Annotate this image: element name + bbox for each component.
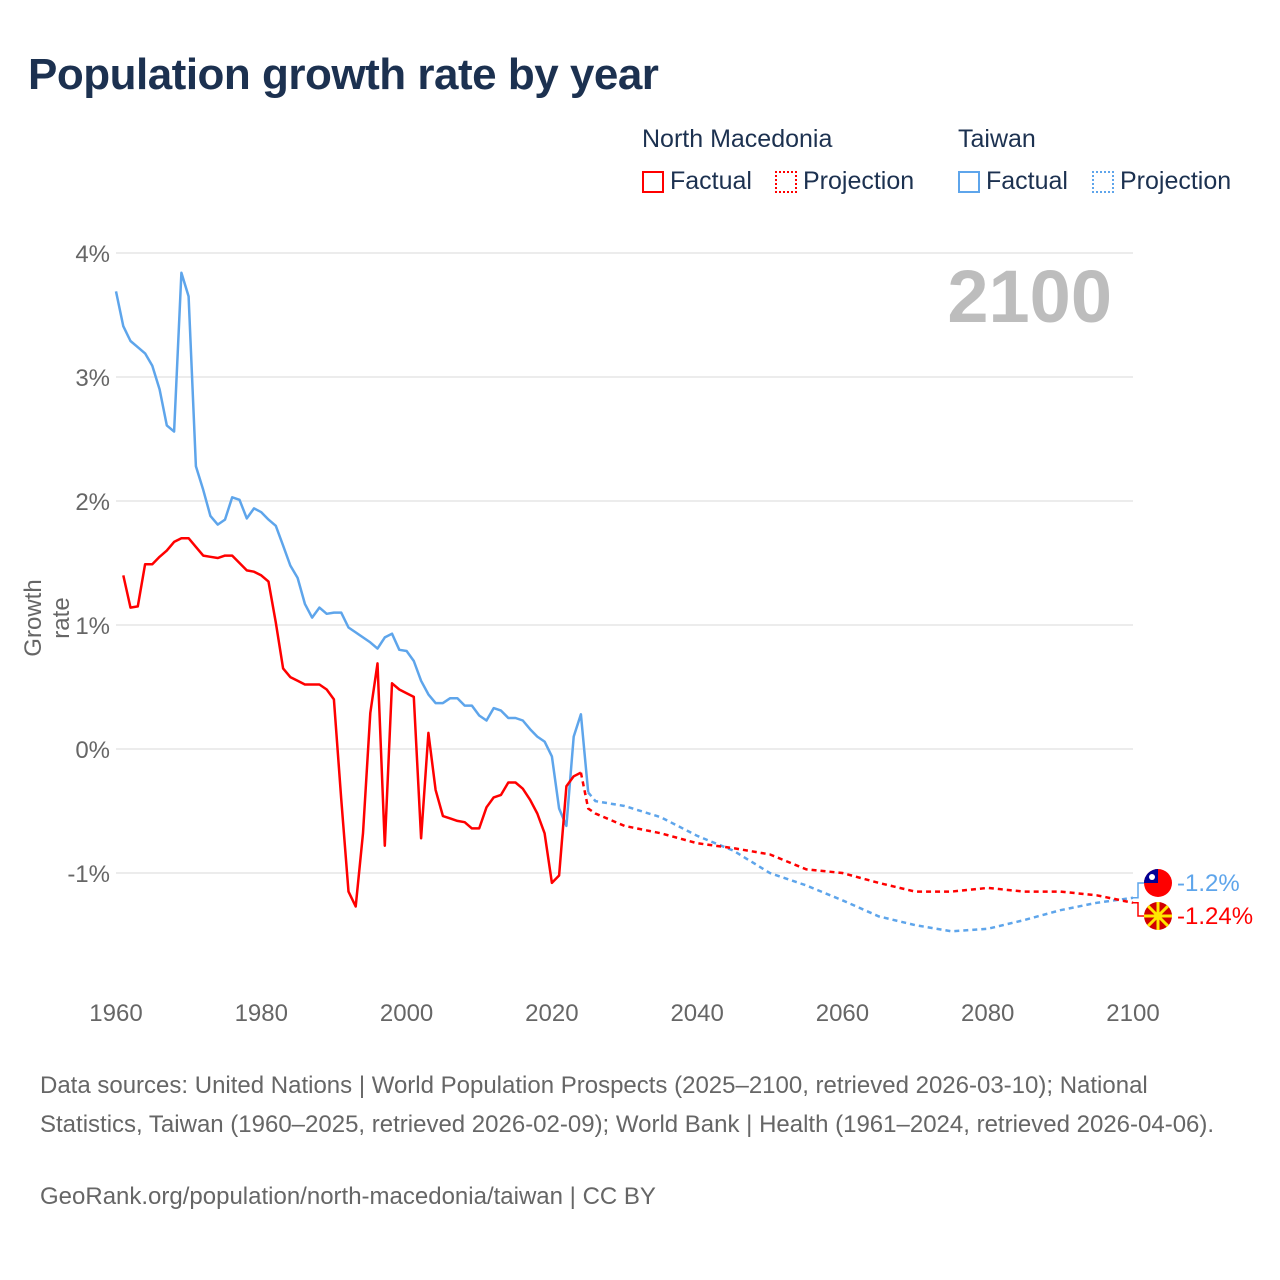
legend-nm-projection[interactable]: Projection [775, 167, 914, 196]
legend-swatch-solid [958, 170, 980, 193]
legend-tw-factual[interactable]: Factual [958, 167, 1068, 196]
legend-nm-factual[interactable]: Factual [642, 167, 752, 196]
data-sources: Data sources: United Nations | World Pop… [40, 1072, 1215, 1138]
series-north-macedonia-factual-line [122, 536, 582, 908]
y-tick-label: 4% [75, 241, 110, 268]
y-tick-label: -1% [67, 861, 110, 888]
series-taiwan-factual-line [114, 271, 590, 828]
x-tick-label: 2080 [961, 1000, 1014, 1027]
x-tick-label: 1980 [235, 1000, 288, 1027]
connector-taiwan [1133, 882, 1144, 899]
legend-country-north-macedonia: North Macedonia [642, 125, 833, 153]
x-tick-label: 2100 [1106, 1000, 1159, 1027]
x-tick-label: 1960 [89, 1000, 142, 1027]
legend-tw-projection[interactable]: Projection [1092, 167, 1231, 196]
series-taiwan-projection-line [587, 791, 1134, 933]
legend-country-taiwan: Taiwan [958, 125, 1036, 153]
x-tick-label: 2000 [380, 1000, 433, 1027]
end-label-taiwan: -1.2% [1177, 870, 1240, 897]
chart-title: Population growth rate by year [28, 50, 659, 99]
taiwan-flag-sun [1149, 874, 1155, 880]
series-north-macedonia-projection-line [579, 772, 1134, 905]
year-watermark: 2100 [947, 255, 1112, 338]
legend-swatch-dotted [1092, 170, 1114, 193]
x-tick-label: 2040 [670, 1000, 723, 1027]
y-tick-label: 0% [75, 737, 110, 764]
y-tick-label: 2% [75, 489, 110, 516]
legend-label: Projection [803, 167, 915, 195]
legend-swatch-solid [642, 170, 664, 193]
y-tick-label: 1% [75, 613, 110, 640]
y-tick-label: 3% [75, 365, 110, 392]
x-tick-label: 2020 [525, 1000, 578, 1027]
north-macedonia-flag-sun [1154, 912, 1162, 920]
legend-label: Factual [670, 167, 752, 195]
end-label-north-macedonia: -1.24% [1177, 903, 1253, 930]
legend-swatch-dotted [775, 170, 797, 193]
x-tick-label: 2060 [816, 1000, 869, 1027]
credit-link[interactable]: GeoRank.org/population/north-macedonia/t… [40, 1183, 656, 1210]
legend-label: Projection [1120, 167, 1232, 195]
connector-north-macedonia [1133, 902, 1144, 917]
legend-label: Factual [986, 167, 1068, 195]
chart-plot: 4% 3% 2% 1% 0% -1% 1960 1980 2000 2020 2040 2060 208… [67, 241, 1253, 1027]
